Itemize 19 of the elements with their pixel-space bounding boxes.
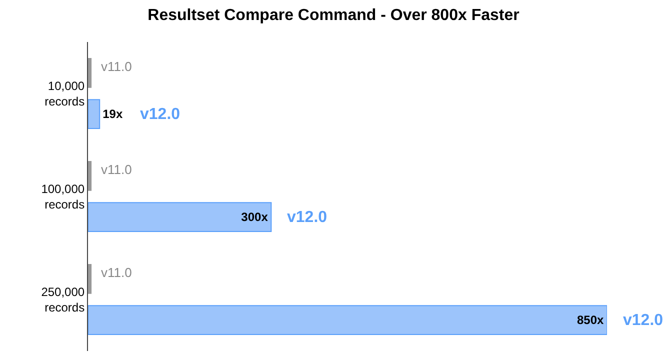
text: v11.0 (101, 162, 132, 177)
bar (88, 58, 92, 88)
data-label: 19x (102, 107, 123, 122)
data-label: 850x (576, 313, 604, 328)
series-label: v11.0 (101, 59, 132, 74)
chart-title: Resultset Compare Command - Over 800x Faster (148, 7, 520, 24)
series-label: v12.0 (287, 209, 328, 226)
bar (88, 264, 92, 294)
bar (88, 160, 92, 191)
data-label: 300x (241, 210, 268, 224)
text: v12.0 (623, 312, 664, 329)
bar (88, 99, 100, 130)
text: v12.0 (140, 106, 180, 123)
text: v11.0 (101, 265, 132, 280)
y-tick-label: 10,000 records (44, 78, 85, 108)
bar (88, 305, 607, 336)
bar (88, 202, 272, 232)
y-tick-label: 250,000 records (41, 284, 85, 314)
y-tick-label: 100,000 records (41, 182, 85, 212)
